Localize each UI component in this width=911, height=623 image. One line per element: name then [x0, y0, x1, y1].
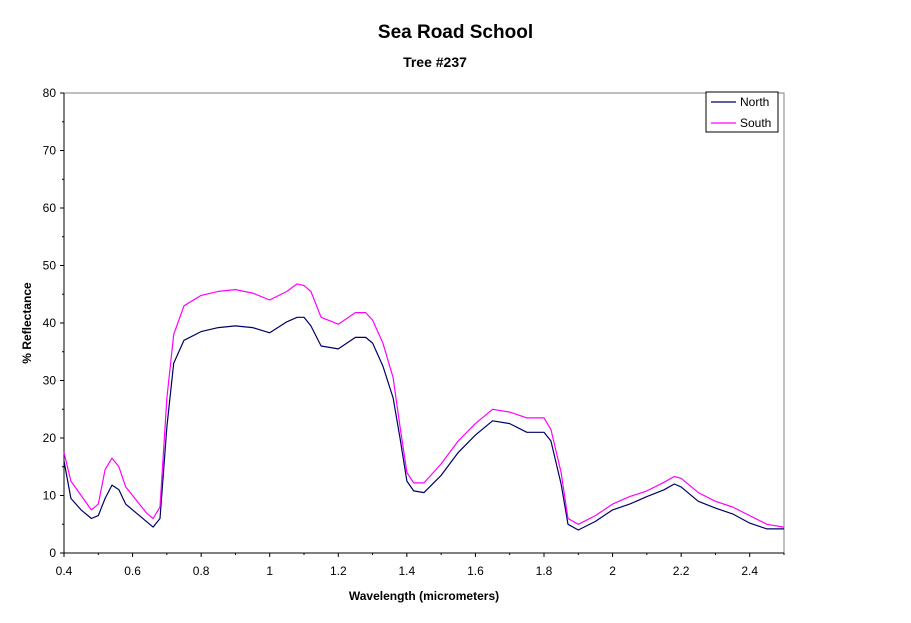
x-tick-label: 1.4	[399, 564, 416, 578]
legend-label-north: North	[740, 95, 769, 109]
x-tick-label: 1.8	[536, 564, 553, 578]
y-tick-label: 60	[43, 201, 57, 215]
y-tick-label: 40	[43, 316, 57, 330]
y-tick-label: 20	[43, 431, 57, 445]
axes: 0 10 20 30 40 50 60 70 80 0.4 0.6 0.8 1 1.2 1.4 1.6 1.8 2…	[43, 86, 785, 578]
y-tick-label: 30	[43, 374, 57, 388]
y-axis-title: % Reflectance	[20, 282, 34, 364]
x-axis-title: Wavelength (micrometers)	[349, 589, 499, 603]
series-group	[63, 283, 785, 531]
x-tick-label: 1.6	[467, 564, 484, 578]
x-tick-label: 2.2	[673, 564, 690, 578]
y-tick-label: 70	[43, 144, 57, 158]
chart-subtitle: Tree #237	[403, 54, 467, 70]
x-tick-label: 0.4	[56, 564, 73, 578]
x-tick-label: 0.6	[124, 564, 141, 578]
legend: North South	[705, 91, 779, 133]
x-tick-label: 2.4	[741, 564, 758, 578]
plot-frame	[63, 92, 785, 554]
series-line-south	[63, 283, 785, 528]
x-tick-label: 0.8	[193, 564, 210, 578]
x-tick-label: 1	[266, 564, 273, 578]
x-tick-label: 2	[609, 564, 616, 578]
chart-title: Sea Road School	[377, 22, 534, 43]
y-tick-label: 0	[49, 546, 56, 560]
y-tick-label: 50	[43, 259, 57, 273]
x-tick-label: 1.2	[330, 564, 347, 578]
plot-area	[63, 92, 785, 554]
legend-box	[705, 91, 779, 133]
series-line-north	[63, 316, 784, 531]
legend-label-south: South	[740, 116, 771, 130]
y-tick-label: 80	[43, 86, 57, 100]
y-tick-label: 10	[43, 489, 57, 503]
